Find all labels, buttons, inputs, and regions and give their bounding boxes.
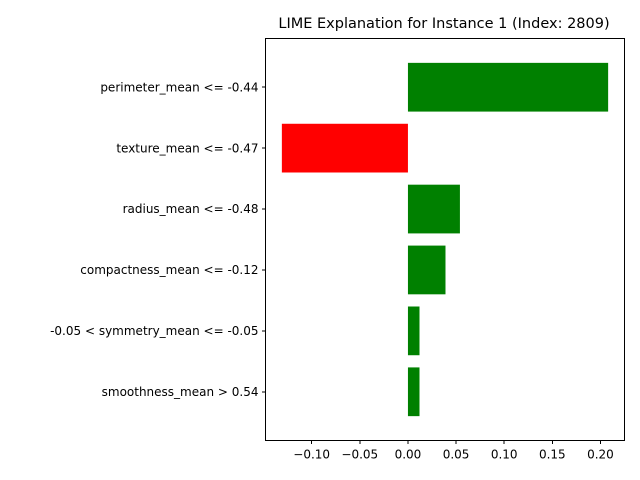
y-tick-label-0: perimeter_mean <= -0.44 xyxy=(100,80,258,94)
y-tick-label-3: compactness_mean <= -0.12 xyxy=(80,263,258,277)
bars-group xyxy=(281,62,609,417)
x-tick-label-6: 0.20 xyxy=(587,448,614,462)
x-tick-label-4: 0.10 xyxy=(491,448,518,462)
y-tick-label-5: smoothness_mean > 0.54 xyxy=(102,385,259,399)
x-tick-label-3: 0.05 xyxy=(443,448,470,462)
bar-1 xyxy=(281,123,408,173)
y-tick-label-1: texture_mean <= -0.47 xyxy=(116,141,258,155)
bar-4 xyxy=(407,306,420,356)
x-tick-label-5: 0.15 xyxy=(539,448,566,462)
bar-2 xyxy=(407,184,460,234)
x-tick-label-0: −0.10 xyxy=(293,448,330,462)
x-tick-label-2: 0.00 xyxy=(395,448,422,462)
bar-3 xyxy=(407,245,446,295)
y-tick-label-2: radius_mean <= -0.48 xyxy=(123,202,259,216)
axes-frame xyxy=(265,38,625,441)
y-axis-ticks: perimeter_mean <= -0.44 texture_mean <= -… xyxy=(50,80,266,399)
x-axis-ticks: −0.10 −0.05 0.00 0.05 0.10 0.15 0.20 xyxy=(293,440,614,462)
x-tick-label-1: −0.05 xyxy=(341,448,378,462)
chart-title: LIME Explanation for Instance 1 (Index: … xyxy=(278,16,609,32)
y-tick-label-4: -0.05 < symmetry_mean <= -0.05 xyxy=(50,324,258,338)
bar-0 xyxy=(407,62,609,112)
bar-5 xyxy=(407,367,420,417)
